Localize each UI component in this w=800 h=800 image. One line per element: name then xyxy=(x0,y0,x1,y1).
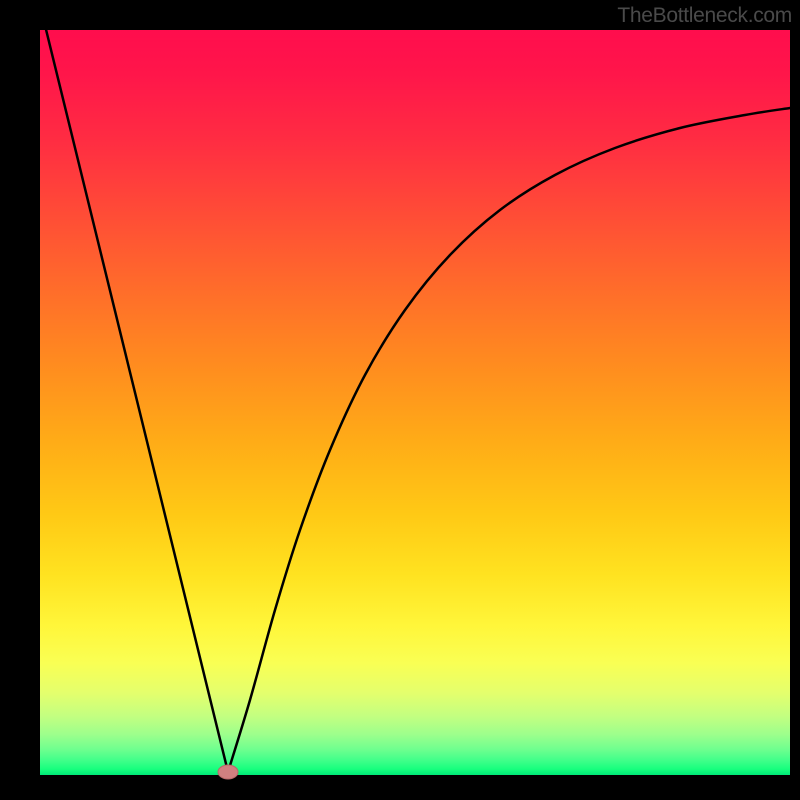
optimal-point-marker xyxy=(218,765,238,779)
bottleneck-chart xyxy=(0,0,800,800)
chart-container xyxy=(0,0,800,800)
plot-background xyxy=(40,30,790,775)
watermark-text: TheBottleneck.com xyxy=(617,4,792,28)
